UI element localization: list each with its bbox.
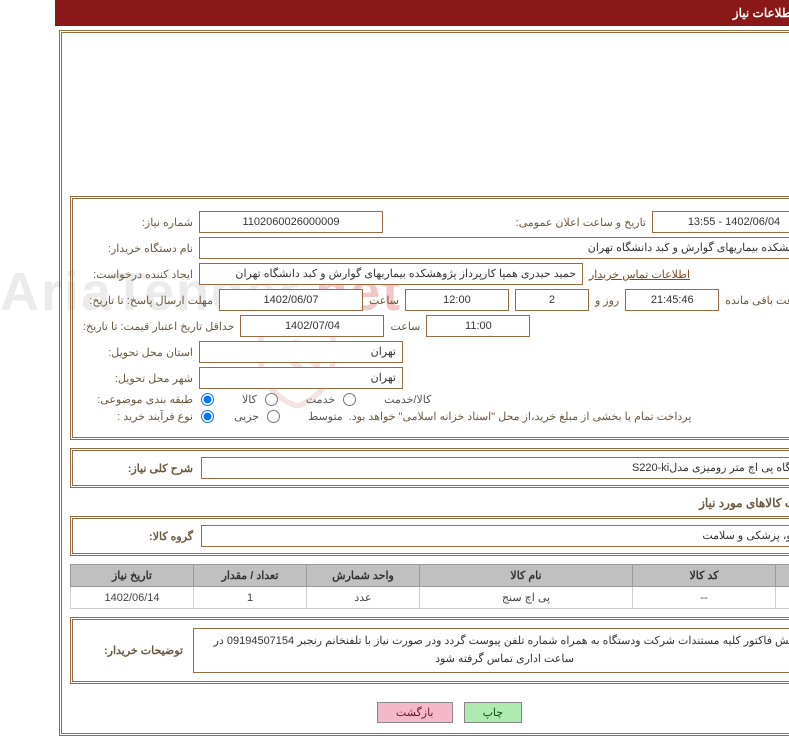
radio-medium-label: متوسط bbox=[253, 410, 288, 423]
province-label: استان محل تحویل: bbox=[28, 346, 138, 359]
summary-box: شرح کلی نیاز: دستگاه پی اچ متر رومیزی مد… bbox=[15, 448, 774, 488]
group-label: گروه کالا: bbox=[28, 530, 138, 543]
col-date: تاریخ نیاز bbox=[16, 565, 139, 587]
payment-note: پرداخت تمام یا بخشی از مبلغ خرید،از محل … bbox=[294, 410, 637, 423]
buyer-org-label: نام دستگاه خریدار: bbox=[28, 242, 138, 255]
deadline-label: مهلت ارسال پاسخ: تا تاریخ: bbox=[28, 294, 158, 307]
deadline-time: 12:00 bbox=[350, 289, 454, 311]
page-title: جزئیات اطلاعات نیاز bbox=[678, 6, 779, 20]
province-value: تهران bbox=[144, 341, 348, 363]
summary-text: دستگاه پی اچ متر رومیزی مدلS220-ki bbox=[146, 457, 761, 479]
button-row: چاپ بازگشت bbox=[7, 692, 782, 733]
deadline-date: 1402/06/07 bbox=[164, 289, 308, 311]
col-row: ردیف bbox=[721, 565, 774, 587]
radio-medium[interactable] bbox=[212, 410, 225, 423]
outer-frame: AriaTender.net شماره نیاز: 1102060026000… bbox=[4, 30, 785, 736]
buyer-notes-text: پیش فاکتور کلیه مستندات شرکت ودستگاه به … bbox=[138, 628, 761, 673]
validity-date: 1402/07/04 bbox=[185, 315, 329, 337]
goods-header: اطلاعات کالاهای مورد نیاز bbox=[17, 496, 772, 510]
buyer-notes-box: توضیحات خریدار: پیش فاکتور کلیه مستندات … bbox=[15, 617, 774, 684]
days-word: روز و bbox=[540, 294, 564, 307]
col-qty: تعداد / مقدار bbox=[139, 565, 252, 587]
need-no-label: شماره نیاز: bbox=[28, 216, 138, 229]
requester-value: حمید حیدری همپا کارپرداز پژوهشکده بیماری… bbox=[144, 263, 528, 285]
validity-time: 11:00 bbox=[371, 315, 475, 337]
goods-table: ردیف کد کالا نام کالا واحد شمارش تعداد /… bbox=[15, 564, 774, 609]
print-button[interactable]: چاپ bbox=[409, 702, 468, 723]
remaining-label: ساعت باقی مانده bbox=[670, 294, 751, 307]
announce-value: 1402/06/04 - 13:55 bbox=[597, 211, 761, 233]
time-remaining: 21:45:46 bbox=[570, 289, 664, 311]
form-main: شماره نیاز: 1102060026000009 تاریخ و ساع… bbox=[15, 196, 774, 440]
group-value: دارو، پزشکی و سلامت bbox=[146, 525, 761, 547]
radio-service-label: خدمت bbox=[251, 393, 280, 406]
requester-label: ایجاد کننده درخواست: bbox=[28, 268, 138, 281]
city-value: تهران bbox=[144, 367, 348, 389]
buyer-notes-label: توضیحات خریدار: bbox=[28, 644, 128, 657]
back-button[interactable]: بازگشت bbox=[322, 702, 398, 723]
col-code: کد کالا bbox=[578, 565, 721, 587]
announce-label: تاریخ و ساعت اعلان عمومی: bbox=[461, 216, 591, 229]
need-no-value: 1102060026000009 bbox=[144, 211, 328, 233]
radio-both-label: کالا/خدمت bbox=[329, 393, 376, 406]
radio-goods[interactable] bbox=[146, 393, 159, 406]
radio-small[interactable] bbox=[146, 410, 159, 423]
col-name: نام کالا bbox=[365, 565, 578, 587]
city-label: شهر محل تحویل: bbox=[28, 372, 138, 385]
validity-label: حداقل تاریخ اعتبار قیمت: تا تاریخ: bbox=[28, 320, 179, 333]
buyer-contact-link[interactable]: اطلاعات تماس خریدار bbox=[534, 268, 635, 281]
radio-small-label: جزیی bbox=[179, 410, 204, 423]
group-box: گروه کالا: دارو، پزشکی و سلامت bbox=[15, 516, 774, 556]
radio-goods-label: کالا bbox=[187, 393, 202, 406]
page-header: جزئیات اطلاعات نیاز bbox=[0, 0, 789, 26]
hour-label-2: ساعت bbox=[335, 320, 365, 333]
hour-label-1: ساعت bbox=[314, 294, 344, 307]
summary-label: شرح کلی نیاز: bbox=[28, 462, 138, 475]
radio-both[interactable] bbox=[288, 393, 301, 406]
radio-service[interactable] bbox=[210, 393, 223, 406]
table-header-row: ردیف کد کالا نام کالا واحد شمارش تعداد /… bbox=[16, 565, 774, 587]
purchase-type-label: نوع فرآیند خرید : bbox=[28, 410, 138, 423]
days-remaining: 2 bbox=[460, 289, 534, 311]
category-label: طبقه بندی موضوعی: bbox=[28, 393, 138, 406]
buyer-org-value: پژوهشکده بیماریهای گوارش و کبد دانشگاه ت… bbox=[144, 237, 761, 259]
col-unit: واحد شمارش bbox=[252, 565, 365, 587]
